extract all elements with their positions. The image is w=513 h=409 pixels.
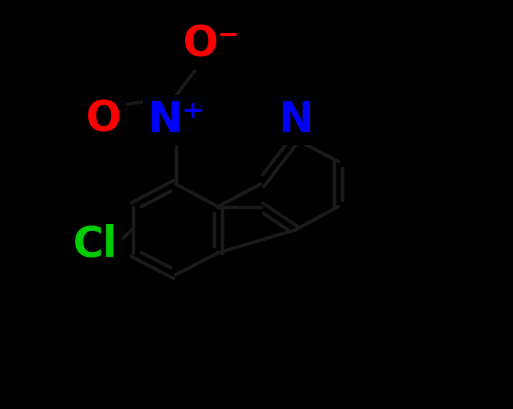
Text: O: O bbox=[86, 99, 122, 141]
Text: N: N bbox=[278, 99, 313, 141]
Text: N⁺: N⁺ bbox=[147, 99, 204, 141]
Text: Cl: Cl bbox=[73, 224, 118, 265]
Text: O⁻: O⁻ bbox=[183, 24, 240, 66]
